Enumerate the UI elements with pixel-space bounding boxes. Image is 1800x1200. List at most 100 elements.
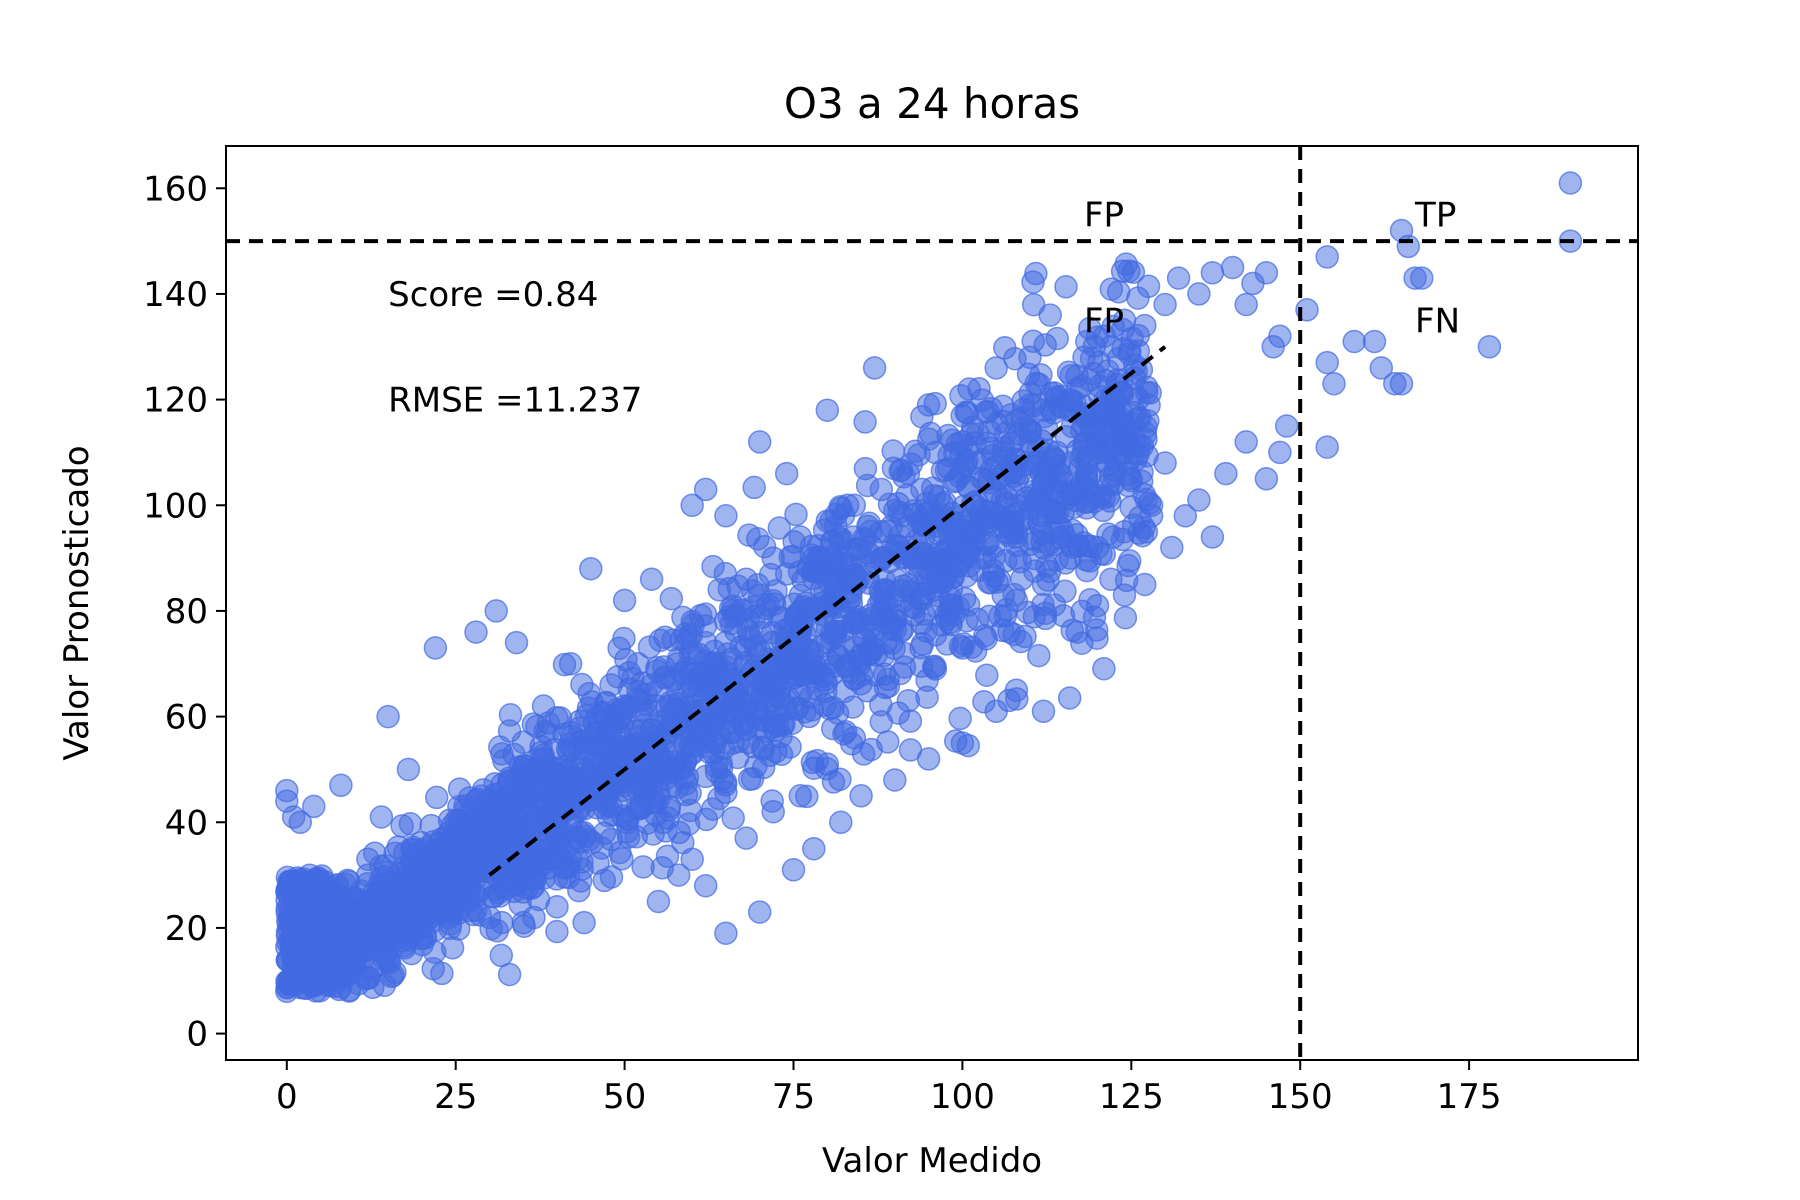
data-point [1058, 451, 1083, 475]
data-point [862, 356, 887, 380]
data-point [950, 430, 975, 454]
data-point [916, 747, 941, 771]
data-point [829, 810, 853, 835]
data-point [718, 668, 743, 693]
data-point [802, 546, 826, 570]
data-point [1153, 292, 1177, 317]
data-point [599, 827, 624, 852]
data-point [1133, 313, 1157, 338]
region-label-fp-top: FP [1084, 196, 1124, 236]
data-point [585, 704, 610, 729]
data-point [592, 868, 617, 893]
data-point [396, 757, 421, 782]
data-point [1058, 387, 1083, 412]
data-point [558, 720, 583, 745]
data-point [761, 799, 785, 824]
data-point [664, 667, 688, 692]
data-point [923, 440, 948, 465]
data-point [342, 900, 367, 924]
data-point [502, 805, 526, 830]
data-point [626, 778, 650, 803]
data-point [736, 618, 760, 642]
data-point [1369, 356, 1394, 380]
data-point [666, 863, 691, 887]
data-point [788, 525, 813, 549]
data-point [275, 778, 299, 803]
data-point [1013, 624, 1037, 649]
data-point [760, 620, 785, 645]
data-point [1031, 536, 1056, 560]
data-point [1057, 686, 1082, 710]
data-point [423, 863, 448, 887]
data-point [1085, 535, 1110, 560]
data-point [335, 868, 360, 893]
data-point [356, 863, 380, 887]
data-point [337, 978, 362, 1002]
data-point [823, 558, 848, 582]
data-point [842, 725, 867, 750]
x-tick-label: 75 [772, 1077, 815, 1117]
data-point [1004, 546, 1028, 570]
data-point [1112, 519, 1137, 544]
data-point [1342, 329, 1366, 354]
data-point [450, 847, 475, 871]
data-point [1121, 260, 1146, 284]
data-point [1315, 245, 1339, 269]
data-point [424, 785, 449, 810]
data-point [389, 929, 414, 953]
data-point [991, 440, 1015, 465]
data-point [700, 797, 725, 821]
data-point [802, 836, 826, 861]
data-point [1029, 363, 1053, 387]
data-point [923, 546, 948, 570]
data-point [707, 715, 731, 739]
data-point [842, 667, 866, 691]
data-point [511, 910, 536, 935]
data-point [896, 461, 921, 486]
x-axis-label: Valor Medido [822, 1141, 1042, 1181]
data-point [774, 562, 799, 586]
data-point [950, 731, 975, 755]
region-label-fp-bottom: FP [1084, 301, 1124, 341]
data-point [746, 527, 770, 551]
data-point [883, 498, 907, 523]
data-point [916, 393, 941, 417]
data-point [599, 673, 623, 697]
data-point [1004, 678, 1029, 702]
data-point [1139, 504, 1164, 528]
data-point [658, 690, 683, 715]
data-point [1187, 488, 1211, 512]
data-point [977, 419, 1002, 444]
data-point [984, 699, 1008, 724]
data-point [491, 826, 515, 850]
data-point [975, 663, 999, 687]
data-point [607, 636, 631, 661]
data-point [910, 477, 934, 502]
data-point [747, 583, 772, 607]
data-point [1042, 593, 1067, 617]
data-point [410, 926, 434, 951]
data-point [942, 602, 967, 627]
data-point [659, 586, 684, 611]
x-tick-label: 125 [1099, 1077, 1164, 1117]
data-point [1011, 389, 1035, 413]
data-point [386, 835, 410, 859]
data-point [1018, 430, 1042, 454]
data-point [545, 762, 569, 787]
data-point [335, 921, 360, 945]
data-point [423, 636, 448, 660]
data-point [1058, 546, 1083, 570]
data-point [1274, 414, 1299, 438]
data-point [767, 516, 792, 540]
data-point [322, 958, 346, 982]
x-tick-label: 150 [1268, 1077, 1333, 1117]
data-point [547, 799, 571, 824]
rmse-annotation: RMSE =11.237 [388, 381, 642, 421]
data-point [278, 869, 303, 894]
data-point [545, 836, 569, 861]
data-point [1477, 335, 1502, 359]
data-point [714, 921, 738, 945]
data-point [639, 673, 664, 697]
data-point [464, 620, 488, 644]
data-point [747, 430, 772, 454]
